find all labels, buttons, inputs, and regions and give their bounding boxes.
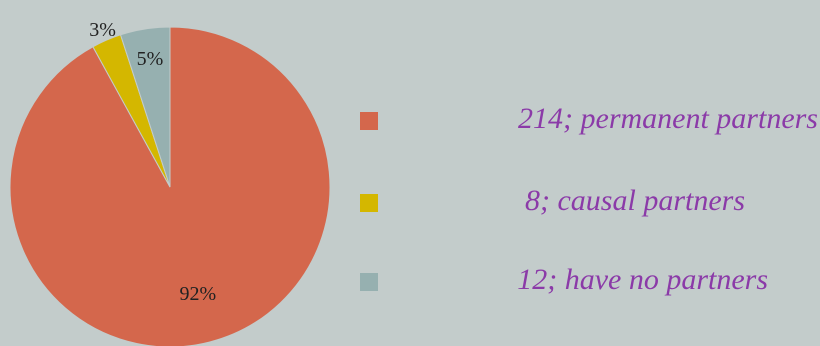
slice-label: 5% — [137, 48, 164, 70]
legend-swatch — [360, 194, 378, 212]
slice-label: 92% — [180, 283, 217, 305]
pie-slice — [119, 26, 171, 188]
legend-label: 8; causal partners — [525, 184, 745, 217]
legend-swatch — [360, 112, 378, 130]
legend-label: 214; permanent partners — [518, 102, 818, 135]
slice-label: 3% — [89, 19, 116, 41]
legend-swatch — [360, 273, 378, 291]
legend-label: 12; have no partners — [517, 263, 768, 296]
